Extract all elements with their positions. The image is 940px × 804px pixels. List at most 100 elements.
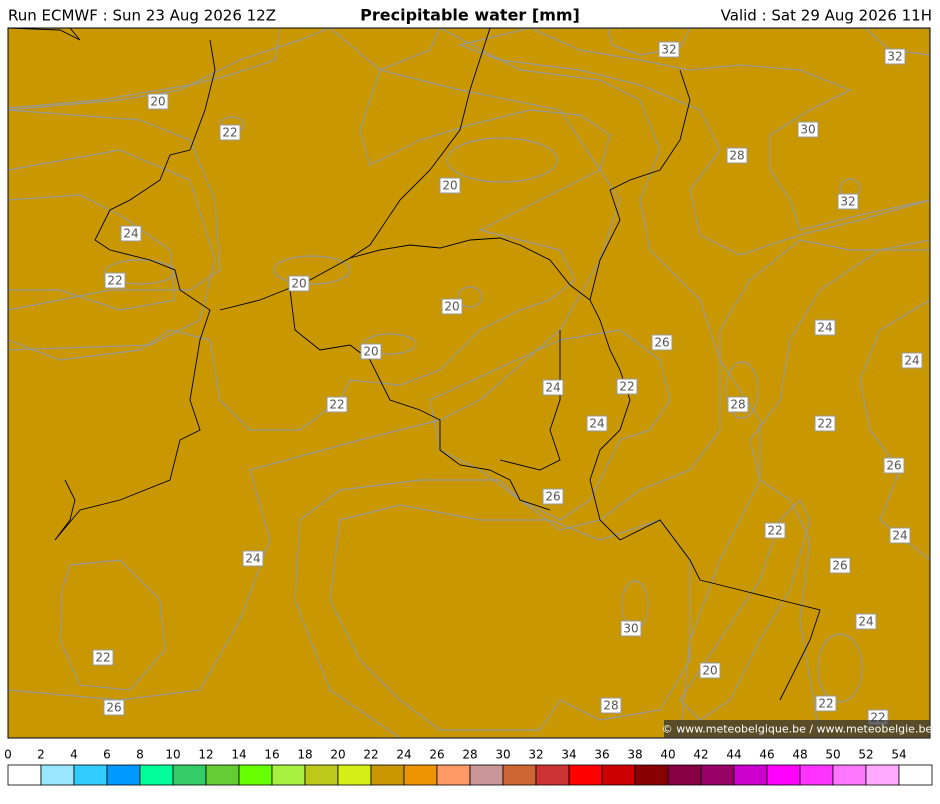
contour-label-box [727, 396, 749, 413]
contour-label: 24 [858, 615, 873, 629]
contour-label: 24 [545, 381, 560, 395]
legend-swatch [7, 764, 42, 786]
map-frame [7, 27, 931, 739]
contour-label: 20 [291, 277, 306, 291]
contour-label-box [883, 457, 905, 474]
contour-label-box [104, 272, 126, 289]
legend-swatch [634, 764, 669, 786]
legend-tick-label: 30 [495, 748, 510, 762]
contour-label-box [815, 695, 837, 712]
map-title: Precipitable water [mm] [360, 6, 580, 25]
legend-tick-label: 26 [429, 748, 444, 762]
legend-tick-label: 22 [363, 748, 378, 762]
contour-label-box [326, 396, 348, 413]
contour-label-box [658, 41, 680, 58]
contour-label-box [441, 298, 463, 315]
contour-label-box [360, 343, 382, 360]
contour-label-box [814, 415, 836, 432]
legend-swatch [601, 764, 636, 786]
legend-swatch [700, 764, 735, 786]
contour-label: 24 [892, 529, 907, 543]
legend-tick-label: 46 [759, 748, 774, 762]
contour-label: 20 [150, 95, 165, 109]
contour-label-box [829, 557, 851, 574]
legend-swatch [469, 764, 504, 786]
legend-tick-label: 42 [693, 748, 708, 762]
contour-label-box [242, 550, 264, 567]
valid-info: Valid : Sat 29 Aug 2026 11H [721, 7, 932, 25]
contour-label-box [92, 649, 114, 666]
legend-tick-label: 24 [396, 748, 411, 762]
legend-swatch [73, 764, 108, 786]
contour-label: 20 [442, 179, 457, 193]
legend-tick-label: 2 [37, 748, 45, 762]
legend-tick-label: 16 [264, 748, 279, 762]
run-info: Run ECMWF : Sun 23 Aug 2026 12Z [8, 7, 276, 25]
legend-tick-label: 6 [103, 748, 111, 762]
legend-swatch [271, 764, 306, 786]
contour-label: 24 [589, 417, 604, 431]
contour-label-box [814, 319, 836, 336]
contour-label-box [901, 352, 923, 369]
contour-label: 26 [832, 559, 847, 573]
contour-label: 22 [222, 126, 237, 140]
legend-swatch [733, 764, 768, 786]
legend-swatch [766, 764, 801, 786]
copyright-box [664, 720, 930, 738]
contour-label: 28 [730, 398, 745, 412]
map-area [8, 28, 930, 738]
legend-swatch [370, 764, 405, 786]
contour-label-box [764, 522, 786, 539]
contour-label: 20 [444, 300, 459, 314]
legend-tick-label: 38 [627, 748, 642, 762]
contour-label-box [542, 488, 564, 505]
legend-swatch [337, 764, 372, 786]
legend-tick-label: 32 [528, 748, 543, 762]
contour-label: 30 [623, 622, 638, 636]
legend-swatch [172, 764, 207, 786]
contour-label: 22 [95, 651, 110, 665]
legend-swatch [667, 764, 702, 786]
contour-label: 28 [603, 699, 618, 713]
contour-label-box [600, 697, 622, 714]
legend-swatch [568, 764, 603, 786]
contour-label-box [620, 620, 642, 637]
color-legend: 0 2 4 6 8 10 12 14 16 18 20 22 24 26 28 30 32 34 36 38 40 42 4… [4, 748, 933, 786]
copyright: © www.meteobelgique.be / www.meteobelgie… [662, 723, 933, 736]
legend-tick-label: 8 [136, 748, 144, 762]
contour-label-box [889, 527, 911, 544]
legend-tick-label: 4 [70, 748, 78, 762]
legend-tick-label: 54 [891, 748, 906, 762]
legend-tick-label: 50 [825, 748, 840, 762]
legend-tick-label: 28 [462, 748, 477, 762]
legend-tick-label: 44 [726, 748, 741, 762]
contour-label: 28 [729, 149, 744, 163]
contour-label: 26 [886, 459, 901, 473]
legend-tick-label: 40 [660, 748, 675, 762]
legend-swatch [403, 764, 438, 786]
legend-tick-label: 52 [858, 748, 873, 762]
legend-tick-label: 10 [165, 748, 180, 762]
legend-swatch [238, 764, 273, 786]
legend-swatch [535, 764, 570, 786]
contour-label: 22 [107, 274, 122, 288]
contour-label: 22 [767, 524, 782, 538]
contour-label-box [726, 147, 748, 164]
contour-label: 20 [363, 345, 378, 359]
contour-label-box [837, 193, 859, 210]
contour-label-box [651, 334, 673, 351]
legend-swatch [106, 764, 141, 786]
legend-swatch [40, 764, 75, 786]
contour-label-box [797, 121, 819, 138]
contour-label: 22 [817, 417, 832, 431]
contour-label: 24 [817, 321, 832, 335]
contour-label: 26 [654, 336, 669, 350]
legend-swatch [436, 764, 471, 786]
contour-label: 24 [904, 354, 919, 368]
contour-label: 20 [702, 664, 717, 678]
contour-label: 22 [619, 380, 634, 394]
legend-swatch [502, 764, 537, 786]
contour-label-box [103, 699, 125, 716]
contour-label: 32 [887, 50, 902, 64]
